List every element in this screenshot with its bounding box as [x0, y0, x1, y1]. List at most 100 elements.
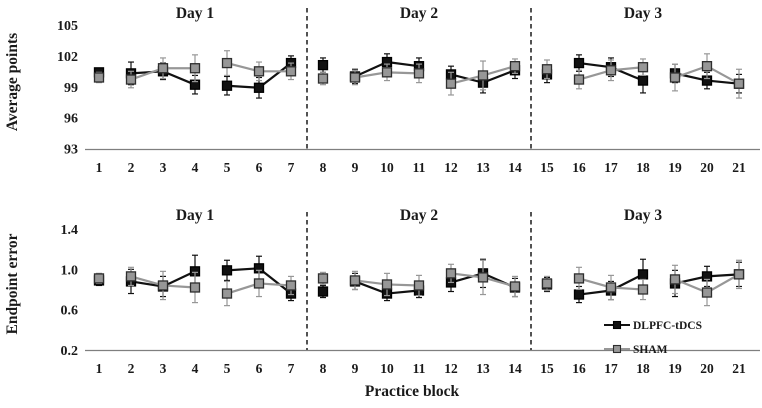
day-title: Day 1: [176, 207, 214, 224]
marker-square-sham: [413, 280, 425, 291]
marker-square-dlpfc-tdcs: [253, 82, 265, 93]
marker-square-sham: [189, 282, 201, 293]
marker-square-dlpfc-tdcs: [573, 289, 585, 300]
marker-square-dlpfc-tdcs: [317, 286, 329, 297]
marker-square-sham: [253, 66, 265, 77]
marker-square-sham: [93, 273, 105, 284]
marker-square-sham: [445, 78, 457, 89]
marker-square-dlpfc-tdcs: [573, 57, 585, 69]
y-tick-label: 1.0: [61, 263, 79, 278]
x-tick-label: 4: [192, 361, 199, 376]
x-tick-label: 9: [352, 361, 359, 376]
marker-square-sham: [669, 72, 681, 83]
marker-square-sham: [285, 280, 297, 291]
x-tick-label: 3: [160, 361, 167, 376]
marker-square-dlpfc-tdcs: [317, 59, 329, 71]
y-tick-label: 0.6: [61, 304, 79, 319]
x-tick-label: 21: [732, 160, 746, 175]
marker-square-sham: [445, 268, 457, 279]
x-tick-label: 17: [604, 160, 618, 175]
x-tick-label: 12: [444, 361, 458, 376]
day-title: Day 2: [400, 207, 439, 224]
x-tick-label: 15: [540, 361, 554, 376]
marker-square-sham: [125, 271, 137, 282]
marker-square-sham: [733, 269, 745, 280]
x-tick-label: 13: [476, 361, 490, 376]
marker-square-dlpfc-tdcs: [221, 265, 233, 276]
y-axis-title: Endpoint error: [4, 233, 21, 334]
x-tick-label: 14: [508, 160, 522, 175]
x-tick-label: 2: [128, 160, 135, 175]
marker-square-dlpfc-tdcs: [221, 80, 233, 91]
marker-square-sham: [285, 66, 297, 77]
legend-marker-square: [612, 320, 622, 330]
marker-square-sham: [573, 74, 585, 85]
y-tick-label: 1.4: [61, 223, 79, 238]
marker-square-sham: [221, 57, 233, 69]
y-tick-label: 99: [64, 81, 78, 96]
x-tick-label: 19: [668, 160, 682, 175]
x-tick-label: 14: [508, 361, 522, 376]
x-tick-label: 15: [540, 160, 554, 175]
x-tick-label: 2: [128, 361, 135, 376]
marker-square-sham: [573, 273, 585, 284]
legend-label: DLPFC-tDCS: [633, 320, 702, 332]
marker-square-sham: [253, 278, 265, 289]
marker-square-sham: [317, 273, 329, 284]
marker-square-sham: [509, 281, 521, 292]
marker-square-sham: [349, 72, 361, 83]
x-tick-label: 10: [380, 361, 394, 376]
marker-square-sham: [605, 65, 617, 76]
x-tick-label: 9: [352, 160, 359, 175]
marker-square-sham: [93, 72, 105, 83]
marker-square-sham: [669, 274, 681, 285]
y-axis-title: Average points: [4, 33, 21, 131]
marker-square-sham: [637, 62, 649, 73]
marker-square-sham: [733, 78, 745, 89]
marker-square-sham: [381, 279, 393, 290]
x-tick-label: 16: [572, 160, 586, 175]
x-tick-label: 6: [256, 160, 263, 175]
y-tick-label: 93: [64, 143, 78, 158]
x-tick-label: 12: [444, 160, 458, 175]
marker-square-sham: [125, 74, 137, 85]
marker-square-sham: [157, 63, 169, 74]
marker-square-sham: [701, 287, 713, 298]
marker-square-sham: [541, 278, 553, 289]
marker-square-sham: [317, 73, 329, 84]
x-tick-label: 1: [96, 160, 103, 175]
marker-square-sham: [701, 61, 713, 72]
y-tick-label: 105: [57, 19, 78, 34]
y-tick-label: 0.2: [61, 344, 79, 359]
x-tick-label: 10: [380, 160, 394, 175]
x-tick-label: 11: [413, 160, 426, 175]
marker-square-sham: [541, 64, 553, 75]
marker-square-sham: [413, 68, 425, 79]
legend-marker-square: [612, 344, 622, 354]
x-tick-label: 19: [668, 361, 682, 376]
x-tick-label: 7: [288, 160, 295, 175]
marker-square-sham: [349, 275, 361, 286]
marker-square-sham: [637, 284, 649, 295]
marker-square-sham: [477, 272, 489, 283]
x-tick-label: 1: [96, 361, 103, 376]
x-tick-label: 8: [320, 361, 327, 376]
day-title: Day 1: [176, 5, 214, 22]
x-tick-label: 3: [160, 160, 167, 175]
marker-square-sham: [605, 282, 617, 293]
day-title: Day 3: [624, 207, 663, 224]
x-tick-label: 18: [636, 361, 650, 376]
marker-square-dlpfc-tdcs: [637, 269, 649, 280]
x-tick-label: 16: [572, 361, 586, 376]
x-tick-label: 13: [476, 160, 490, 175]
x-tick-label: 20: [700, 361, 714, 376]
day-title: Day 3: [624, 5, 663, 22]
x-tick-label: 21: [732, 361, 746, 376]
x-tick-label: 6: [256, 361, 263, 376]
x-tick-label: 20: [700, 160, 714, 175]
x-tick-label: 5: [224, 160, 231, 175]
marker-square-sham: [221, 288, 233, 299]
x-tick-label: 5: [224, 361, 231, 376]
